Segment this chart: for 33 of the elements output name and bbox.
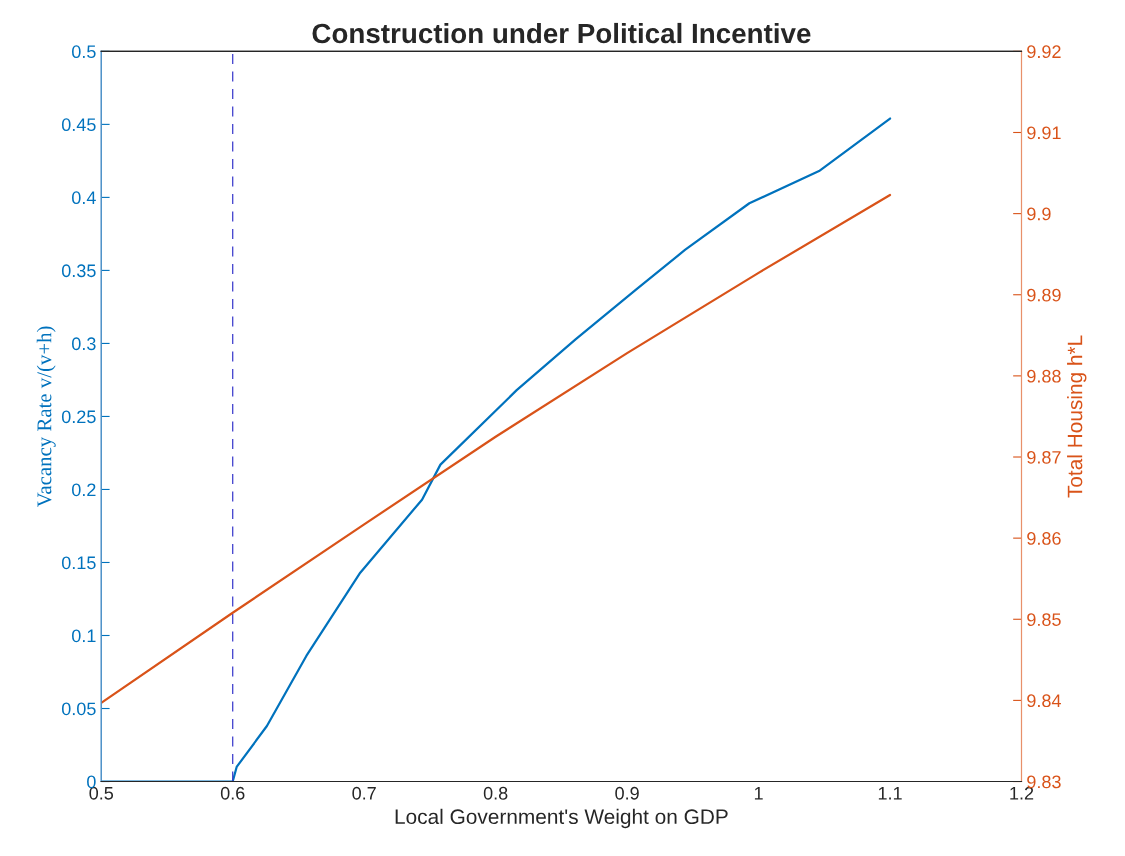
y-tick-label: 0.35 xyxy=(61,264,96,278)
y2-tick-label: 9.92 xyxy=(1027,45,1061,59)
x-tick-label: 0.8 xyxy=(483,786,508,800)
y2-tick-label: 9.88 xyxy=(1027,369,1061,383)
x-tick-label: 0.5 xyxy=(89,786,114,800)
y2-tick-label: 9.87 xyxy=(1027,450,1061,464)
y2-tick-label: 9.86 xyxy=(1027,532,1061,545)
y-tick-label: 0.15 xyxy=(61,556,96,570)
y2-axis-title: Total Housing h*L xyxy=(1067,335,1087,498)
x-axis-title: Local Government's Weight on GDP xyxy=(395,808,728,829)
x-tick-label: 0.9 xyxy=(615,786,639,800)
y2-tick-label: 9.89 xyxy=(1027,288,1061,302)
y2-tick-label: 9.85 xyxy=(1027,613,1061,626)
x-tick-label: 0.7 xyxy=(352,786,376,800)
x-tick-label: 0.6 xyxy=(220,786,245,800)
y-tick-label: 0 xyxy=(87,775,96,789)
y-tick-label: 0.1 xyxy=(72,629,96,643)
chart-title: Construction under Political Incentive xyxy=(312,22,811,44)
y-tick-label: 0.2 xyxy=(72,483,96,497)
y2-tick-label: 9.84 xyxy=(1027,694,1061,708)
y-tick-label: 0.25 xyxy=(61,410,96,424)
line-series xyxy=(101,117,892,782)
y-tick-label: 0.5 xyxy=(72,45,96,59)
y-tick-label: 0.3 xyxy=(72,337,96,351)
y-axis-title: Vacancy Rate v/(v+h) xyxy=(36,326,56,508)
y2-tick-label: 9.91 xyxy=(1027,126,1061,140)
x-tick-label: 1 xyxy=(754,787,763,800)
x-tick-label: 1.1 xyxy=(878,787,902,800)
line-series xyxy=(101,193,892,704)
y2-tick-label: 9.9 xyxy=(1027,207,1051,221)
y-tick-label: 0.05 xyxy=(61,702,96,716)
y-tick-label: 0.45 xyxy=(61,118,96,132)
y-tick-label: 0.4 xyxy=(72,191,96,205)
